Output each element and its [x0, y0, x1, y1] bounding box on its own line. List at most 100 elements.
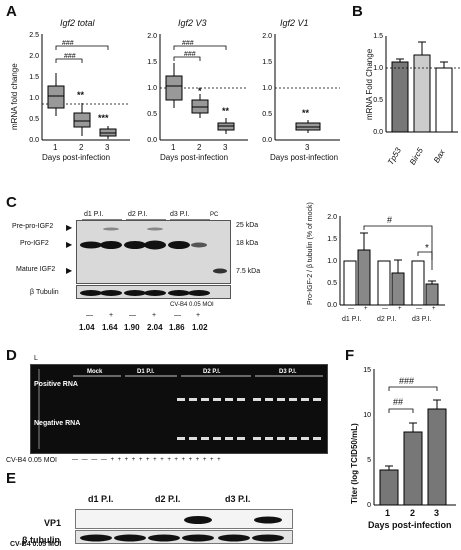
f-sig-outer: ###: [399, 376, 415, 386]
panel-a1-plot: 0.0 0.5 1.0 1.5 2.0 2.5: [29, 32, 130, 144]
a1-day3: 3: [105, 143, 110, 152]
a1-xlabel: Days post-infection: [42, 153, 111, 162]
b-gene-tp53: Tp53: [386, 146, 403, 167]
c-sig-star: *: [425, 243, 429, 254]
svg-text:1.0: 1.0: [327, 258, 337, 265]
a2-day1: 1: [171, 143, 176, 152]
c-tp-d1: d1 P.I.: [84, 211, 104, 218]
panel-a1-title: Igf2 total: [60, 18, 95, 28]
c-label-tubulin: β Tubulin: [30, 289, 59, 296]
c-bar-x-d1: d1 P.I.: [342, 316, 362, 323]
c-bar-ylabel: Pro-IGF-2 / β tubulin (% of mock): [307, 202, 314, 305]
svg-text:2.0: 2.0: [327, 214, 337, 221]
svg-text:0.0: 0.0: [147, 137, 157, 144]
c-bar-sign-4: —: [416, 306, 422, 312]
c-bar-chart: 0.0 0.5 1.0 1.5 2.0: [327, 214, 445, 309]
svg-text:0.0: 0.0: [29, 137, 39, 144]
c-pc-label: PC: [210, 212, 219, 218]
c-label-prepro: Pre-pro-IGF2: [12, 223, 54, 230]
e-infection-label: CV-B4 0.05 MOI: [10, 541, 62, 548]
c-label-mature: Mature IGF2: [16, 266, 56, 273]
bar-tp53: [391, 61, 409, 133]
panel-letter-c: C: [6, 194, 17, 211]
a2-day2: 2: [197, 143, 202, 152]
panel-letter-b: B: [352, 3, 363, 20]
svg-text:1.5: 1.5: [262, 59, 272, 66]
svg-text:1.5: 1.5: [29, 74, 39, 81]
svg-text:10: 10: [363, 412, 371, 419]
c-tp-d3: d3 P.I.: [170, 211, 190, 218]
a1-day2: 2: [79, 143, 84, 152]
panel-b-chart: 0.0 0.5 1.0 1.5: [373, 33, 460, 136]
e-row-vp1: VP1: [44, 518, 62, 528]
f-sig-inner: ##: [393, 397, 404, 407]
e-row-tubulin: β tubulin: [22, 535, 60, 545]
svg-text:0.0: 0.0: [327, 302, 337, 309]
arrow-pro-icon: ▶: [66, 240, 73, 249]
svg-text:0.5: 0.5: [327, 280, 337, 287]
c-bar-sign-1: +: [364, 306, 368, 312]
svg-text:0: 0: [367, 502, 371, 509]
svg-text:0.5: 0.5: [147, 111, 157, 118]
svg-text:1.0: 1.0: [29, 95, 39, 102]
d-row-positive: Positive RNA: [34, 381, 78, 388]
panel-a2-title: Igf2 V3: [178, 18, 207, 28]
svg-text:0.0: 0.0: [373, 129, 383, 136]
c-sign-1: +: [109, 312, 114, 319]
svg-text:2.0: 2.0: [262, 33, 272, 40]
panel-a-plots: 0.0 0.5 1.0 1.5 2.0 2.5 0.0 0.5 1.0 1.5 2.0: [29, 32, 340, 144]
d-group-mock: Mock: [87, 369, 103, 375]
panel-a-ylabel: mRNA fold change: [10, 63, 19, 130]
a3-star-day3: **: [302, 108, 310, 118]
c-bar-sign-0: —: [348, 306, 354, 312]
svg-text:1.0: 1.0: [147, 85, 157, 92]
c-sign-3: +: [152, 312, 157, 319]
d-gel: Mock D1 P.I. D2 P.I. D3 P.I.: [30, 364, 328, 454]
panel-letter-d: D: [6, 347, 17, 364]
svg-text:15: 15: [363, 367, 371, 374]
d-sign-row: ————++++++++++++++++: [72, 457, 225, 463]
svg-text:1.5: 1.5: [373, 33, 383, 40]
panel-letter-f: F: [345, 347, 355, 364]
bar-bax: [435, 67, 453, 133]
c-infection-label: CV-B4 0.05 MOI: [170, 302, 214, 308]
f-chart: 0 5 10 15: [363, 367, 456, 509]
c-bar-x-d3: d3 P.I.: [412, 316, 432, 323]
c-sign-4: —: [174, 312, 181, 319]
a1-bracket-inner: ###: [64, 53, 76, 60]
d-group-d1: D1 P.I.: [137, 369, 155, 375]
c-ratio-0: 1.04: [79, 323, 95, 332]
svg-text:1.0: 1.0: [262, 85, 272, 92]
f-ylabel: Titer (log TCID50/mL): [350, 423, 359, 504]
c-tp-d2: d2 P.I.: [128, 211, 148, 218]
a3-day3: 3: [305, 143, 310, 152]
arrow-prepro-icon: ▶: [66, 223, 73, 232]
c-marker-7: 7.5 kDa: [236, 268, 261, 275]
panel-a3-plot: 0.0 0.5 1.0 1.5 2.0: [262, 33, 340, 144]
c-ratio-4: 1.86: [169, 323, 185, 332]
panel-a3-title: Igf2 V1: [280, 18, 309, 28]
c-sig-hash: #: [387, 215, 393, 225]
a1-bracket-outer: ###: [62, 40, 74, 47]
f-day1: 1: [385, 508, 391, 518]
c-ratio-3: 2.04: [147, 323, 163, 332]
c-bar-sign-5: +: [432, 306, 436, 312]
b-gene-bax: Bax: [432, 148, 447, 165]
svg-text:5: 5: [367, 457, 371, 464]
bar-birc5: [413, 54, 431, 133]
c-sign-5: +: [196, 312, 201, 319]
d-ladder-label: L: [34, 355, 38, 362]
a1-day1: 1: [53, 143, 58, 152]
svg-text:1.0: 1.0: [373, 65, 383, 72]
svg-text:2.0: 2.0: [29, 53, 39, 60]
c-blot-igf2: [76, 220, 231, 284]
c-sign-0: —: [86, 312, 93, 319]
c-bar-x-d2: d2 P.I.: [377, 316, 397, 323]
panel-letter-a: A: [6, 3, 17, 20]
panel-letter-e: E: [6, 470, 17, 487]
e-tp-d3: d3 P.I.: [225, 494, 251, 504]
d-row-negative: Negative RNA: [34, 420, 81, 427]
f-day3: 3: [434, 508, 440, 518]
svg-text:1.5: 1.5: [147, 59, 157, 66]
e-blot-tubulin: [75, 530, 293, 544]
